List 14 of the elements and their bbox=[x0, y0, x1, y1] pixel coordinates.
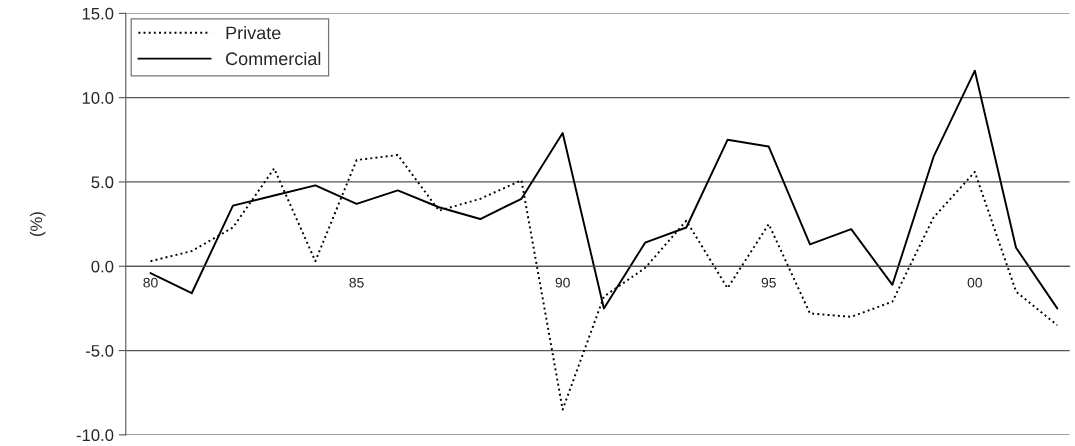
legend-label: Private bbox=[226, 26, 281, 40]
y-tick-label: 15.0 bbox=[82, 7, 114, 20]
y-tick-label: -5.0 bbox=[85, 344, 114, 357]
x-tick-label: 85 bbox=[349, 277, 364, 288]
y-axis-title: (%) bbox=[29, 212, 46, 237]
legend-label: Commercial bbox=[226, 51, 321, 66]
y-tick-label: 10.0 bbox=[82, 92, 114, 104]
x-tick-label: 80 bbox=[143, 277, 158, 288]
x-tick-label: 90 bbox=[555, 277, 570, 288]
y-tick-label: 0.0 bbox=[91, 260, 114, 273]
y-tick-label: -10.0 bbox=[76, 429, 114, 442]
x-tick-label: 95 bbox=[761, 277, 776, 288]
x-tick-label: 00 bbox=[967, 277, 983, 288]
y-tick-label: 5.0 bbox=[91, 176, 114, 189]
